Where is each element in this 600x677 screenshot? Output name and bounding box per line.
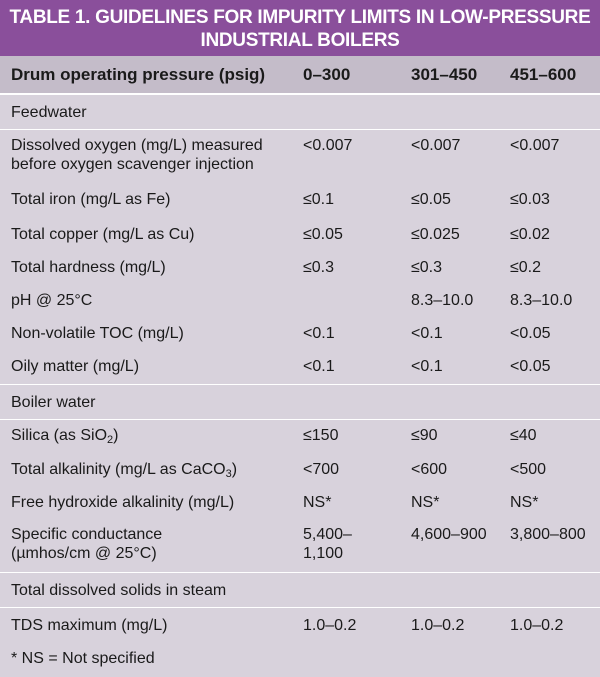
row-label: Free hydroxide alkalinity (mg/L) bbox=[11, 494, 235, 511]
cell-451-600: <0.05 bbox=[510, 358, 551, 375]
row-label-text: Silica (as SiO bbox=[11, 427, 108, 444]
table-row: Non-volatile TOC (mg/L) <0.1 <0.1 <0.05 bbox=[0, 318, 600, 351]
table-row: Total hardness (mg/L) ≤0.3 ≤0.3 ≤0.2 bbox=[0, 252, 600, 285]
cell-301-450: <0.1 bbox=[411, 325, 443, 342]
cell-301-450: ≤0.025 bbox=[411, 226, 460, 243]
cell-301-450: 4,600–900 bbox=[411, 526, 487, 543]
section-label: Feedwater bbox=[11, 103, 87, 121]
row-label-subscript: 3 bbox=[225, 468, 232, 480]
section-steam: Total dissolved solids in steam bbox=[0, 572, 600, 608]
table-row: TDS maximum (mg/L) 1.0–0.2 1.0–0.2 1.0–0… bbox=[0, 608, 600, 643]
row-label-line2: (µmhos/cm @ 25°C) bbox=[11, 545, 157, 562]
cell-0-300: ≤0.3 bbox=[303, 259, 335, 276]
table-row: Oily matter (mg/L) <0.1 <0.1 <0.05 bbox=[0, 351, 600, 384]
header-row: Drum operating pressure (psig) 0–300 301… bbox=[0, 56, 600, 94]
cell-301-450: NS* bbox=[411, 494, 440, 511]
cell-451-600: 3,800–800 bbox=[510, 526, 586, 543]
row-label: Dissolved oxygen (mg/L) measured before … bbox=[0, 136, 298, 174]
cell-451-600: ≤40 bbox=[510, 427, 537, 444]
row-label: Total alkalinity (mg/L as CaCO3) bbox=[0, 460, 298, 480]
cell-0-300: NS* bbox=[303, 494, 332, 511]
header-col-0-300: 0–300 bbox=[303, 64, 351, 84]
cell-0-300: <0.1 bbox=[303, 358, 335, 375]
section-feedwater: Feedwater bbox=[0, 94, 600, 130]
cell-301-450: 1.0–0.2 bbox=[411, 617, 465, 634]
footnote: * NS = Not specified bbox=[11, 650, 155, 667]
row-label-tail: ) bbox=[231, 461, 238, 478]
row-label: Total iron (mg/L as Fe) bbox=[11, 191, 171, 208]
cell-451-600: <500 bbox=[510, 461, 547, 478]
table-row: pH @ 25°C 8.3–10.0 8.3–10.0 bbox=[0, 285, 600, 318]
row-label-line2: before oxygen scavenger injection bbox=[11, 156, 254, 173]
header-col-451-600: 451–600 bbox=[510, 64, 577, 84]
cell-451-600: <0.05 bbox=[510, 325, 551, 342]
cell-301-450: ≤0.3 bbox=[411, 259, 443, 276]
cell-301-450: <600 bbox=[411, 461, 448, 478]
section-label: Total dissolved solids in steam bbox=[11, 581, 227, 599]
table-title-line1: TABLE 1. GUIDELINES FOR IMPURITY LIMITS … bbox=[9, 7, 591, 28]
cell-0-300: <0.1 bbox=[303, 325, 335, 342]
cell-301-450: ≤0.05 bbox=[411, 191, 451, 208]
row-label-subscript: 2 bbox=[107, 434, 114, 446]
cell-451-600: ≤0.03 bbox=[510, 191, 550, 208]
row-label: Specific conductance (µmhos/cm @ 25°C) bbox=[0, 525, 298, 563]
header-col-301-450: 301–450 bbox=[411, 64, 478, 84]
cell-451-600: 8.3–10.0 bbox=[510, 292, 573, 309]
row-label-line1: Specific conductance bbox=[11, 526, 163, 543]
cell-0-300: <0.007 bbox=[303, 137, 353, 154]
cell-301-450: <0.007 bbox=[411, 137, 461, 154]
row-label: Total copper (mg/L as Cu) bbox=[11, 226, 195, 243]
cell-line2: 1,100 bbox=[303, 545, 344, 562]
section-label: Boiler water bbox=[11, 393, 96, 411]
cell-451-600: ≤0.02 bbox=[510, 226, 550, 243]
cell-301-450: 8.3–10.0 bbox=[411, 292, 474, 309]
table-row: Free hydroxide alkalinity (mg/L) NS* NS*… bbox=[0, 487, 600, 519]
row-label-text: Total alkalinity (mg/L as CaCO bbox=[11, 461, 226, 478]
table-row: Total copper (mg/L as Cu) ≤0.05 ≤0.025 ≤… bbox=[0, 219, 600, 252]
cell-451-600: NS* bbox=[510, 494, 539, 511]
table-title-line2: INDUSTRIAL BOILERS bbox=[200, 30, 400, 51]
table-row: Specific conductance (µmhos/cm @ 25°C) 5… bbox=[0, 519, 600, 572]
row-label: TDS maximum (mg/L) bbox=[11, 617, 168, 634]
header-parameter: Drum operating pressure (psig) bbox=[11, 64, 266, 84]
row-label-tail: ) bbox=[113, 427, 119, 444]
cell-301-450: ≤90 bbox=[411, 427, 438, 444]
cell-451-600: ≤0.2 bbox=[510, 259, 542, 276]
row-label: Silica (as SiO2) bbox=[0, 426, 298, 446]
table-row: Silica (as SiO2) ≤150 ≤90 ≤40 bbox=[0, 420, 600, 454]
section-boiler-water: Boiler water bbox=[0, 384, 600, 420]
cell-451-600: <0.007 bbox=[510, 137, 560, 154]
cell-0-300: ≤0.1 bbox=[303, 191, 335, 208]
row-label: Non-volatile TOC (mg/L) bbox=[11, 325, 184, 342]
table-row: Total alkalinity (mg/L as CaCO3) <700 <6… bbox=[0, 454, 600, 487]
cell-301-450: <0.1 bbox=[411, 358, 443, 375]
cell-0-300: 1.0–0.2 bbox=[303, 617, 357, 634]
footnote-row: * NS = Not specified bbox=[0, 643, 600, 677]
row-label: pH @ 25°C bbox=[11, 292, 93, 309]
table-row: Total iron (mg/L as Fe) ≤0.1 ≤0.05 ≤0.03 bbox=[0, 184, 600, 219]
cell-451-600: 1.0–0.2 bbox=[510, 617, 564, 634]
row-label: Oily matter (mg/L) bbox=[11, 358, 140, 375]
cell-0-300: ≤0.05 bbox=[303, 226, 343, 243]
cell-0-300: <700 bbox=[303, 461, 340, 478]
cell-0-300: 5,400– 1,100 bbox=[298, 525, 407, 563]
cell-line1: 5,400– bbox=[303, 526, 352, 543]
row-label-line1: Dissolved oxygen (mg/L) measured bbox=[11, 137, 263, 154]
table-title: TABLE 1. GUIDELINES FOR IMPURITY LIMITS … bbox=[0, 0, 600, 56]
table-row: Dissolved oxygen (mg/L) measured before … bbox=[0, 130, 600, 184]
cell-0-300: ≤150 bbox=[303, 427, 339, 444]
row-label: Total hardness (mg/L) bbox=[11, 259, 166, 276]
